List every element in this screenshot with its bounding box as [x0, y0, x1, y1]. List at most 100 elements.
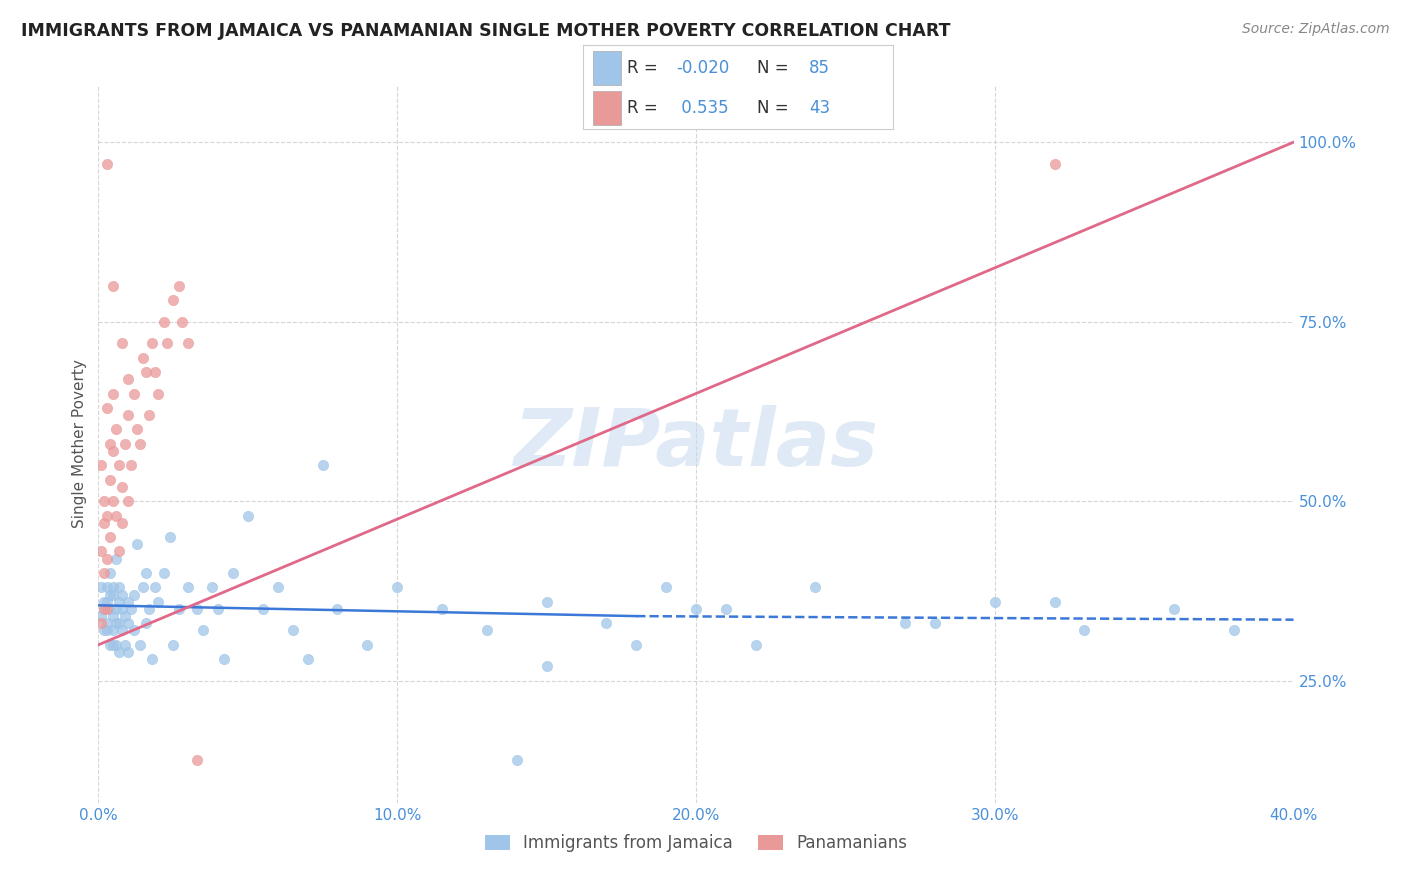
Point — [236, 508, 259, 523]
Point — [143, 581, 166, 595]
Point — [135, 365, 157, 379]
Point — [90, 616, 112, 631]
Point — [135, 616, 157, 631]
Point — [138, 602, 160, 616]
Point — [222, 566, 245, 580]
Point — [108, 595, 131, 609]
Point — [356, 638, 378, 652]
Text: IMMIGRANTS FROM JAMAICA VS PANAMANIAN SINGLE MOTHER POVERTY CORRELATION CHART: IMMIGRANTS FROM JAMAICA VS PANAMANIAN SI… — [21, 22, 950, 40]
Point — [1043, 157, 1066, 171]
Point — [153, 315, 176, 329]
Point — [103, 624, 125, 638]
Point — [103, 609, 125, 624]
Point — [124, 588, 146, 602]
Point — [1163, 602, 1185, 616]
Point — [124, 624, 146, 638]
Point — [685, 602, 707, 616]
Point — [98, 473, 122, 487]
Point — [132, 351, 155, 365]
Text: 43: 43 — [810, 99, 831, 117]
Legend: Immigrants from Jamaica, Panamanians: Immigrants from Jamaica, Panamanians — [478, 828, 914, 859]
Point — [105, 551, 128, 566]
Point — [156, 336, 179, 351]
Point — [120, 602, 142, 616]
Point — [117, 595, 139, 609]
Point — [536, 659, 558, 673]
Point — [93, 624, 115, 638]
Point — [148, 386, 170, 401]
Point — [93, 602, 115, 616]
Point — [103, 638, 125, 652]
Point — [90, 458, 112, 473]
Point — [311, 458, 333, 473]
Point — [894, 616, 917, 631]
Point — [132, 581, 155, 595]
Point — [90, 581, 112, 595]
Point — [111, 602, 134, 616]
Point — [108, 581, 131, 595]
Text: 0.535: 0.535 — [676, 99, 728, 117]
Point — [93, 595, 115, 609]
Point — [124, 386, 146, 401]
Point — [96, 616, 118, 631]
Point — [141, 336, 163, 351]
Point — [326, 602, 349, 616]
Point — [103, 494, 125, 508]
Point — [167, 602, 190, 616]
Point — [143, 365, 166, 379]
Point — [135, 566, 157, 580]
Point — [105, 616, 128, 631]
Text: 85: 85 — [810, 60, 831, 78]
Point — [90, 544, 112, 558]
Point — [138, 408, 160, 422]
Point — [626, 638, 648, 652]
Point — [96, 508, 118, 523]
Point — [191, 624, 214, 638]
Point — [105, 422, 128, 436]
Point — [108, 645, 131, 659]
Point — [984, 595, 1007, 609]
Point — [281, 624, 304, 638]
Point — [103, 581, 125, 595]
Point — [114, 437, 136, 451]
Point — [506, 753, 529, 767]
Point — [114, 609, 136, 624]
Text: Source: ZipAtlas.com: Source: ZipAtlas.com — [1241, 22, 1389, 37]
Point — [96, 595, 118, 609]
Point — [655, 581, 678, 595]
Point — [536, 595, 558, 609]
Point — [117, 408, 139, 422]
Point — [98, 602, 122, 616]
Point — [201, 581, 224, 595]
Point — [96, 401, 118, 415]
Text: R =: R = — [627, 99, 662, 117]
Point — [177, 336, 200, 351]
Point — [103, 386, 125, 401]
Point — [212, 652, 235, 666]
Point — [475, 624, 498, 638]
Text: ZIPatlas: ZIPatlas — [513, 405, 879, 483]
Point — [96, 602, 118, 616]
Point — [111, 624, 134, 638]
Point — [430, 602, 453, 616]
Point — [159, 530, 181, 544]
Point — [105, 602, 128, 616]
Point — [96, 581, 118, 595]
Text: -0.020: -0.020 — [676, 60, 730, 78]
Point — [162, 293, 184, 307]
Point — [117, 494, 139, 508]
Point — [117, 616, 139, 631]
Point — [111, 480, 134, 494]
Point — [186, 602, 208, 616]
Point — [96, 624, 118, 638]
Point — [98, 437, 122, 451]
Point — [117, 372, 139, 386]
Point — [98, 638, 122, 652]
Point — [111, 516, 134, 530]
Text: N =: N = — [756, 60, 793, 78]
Point — [105, 508, 128, 523]
Point — [804, 581, 827, 595]
Point — [186, 753, 208, 767]
Point — [108, 616, 131, 631]
Point — [162, 638, 184, 652]
